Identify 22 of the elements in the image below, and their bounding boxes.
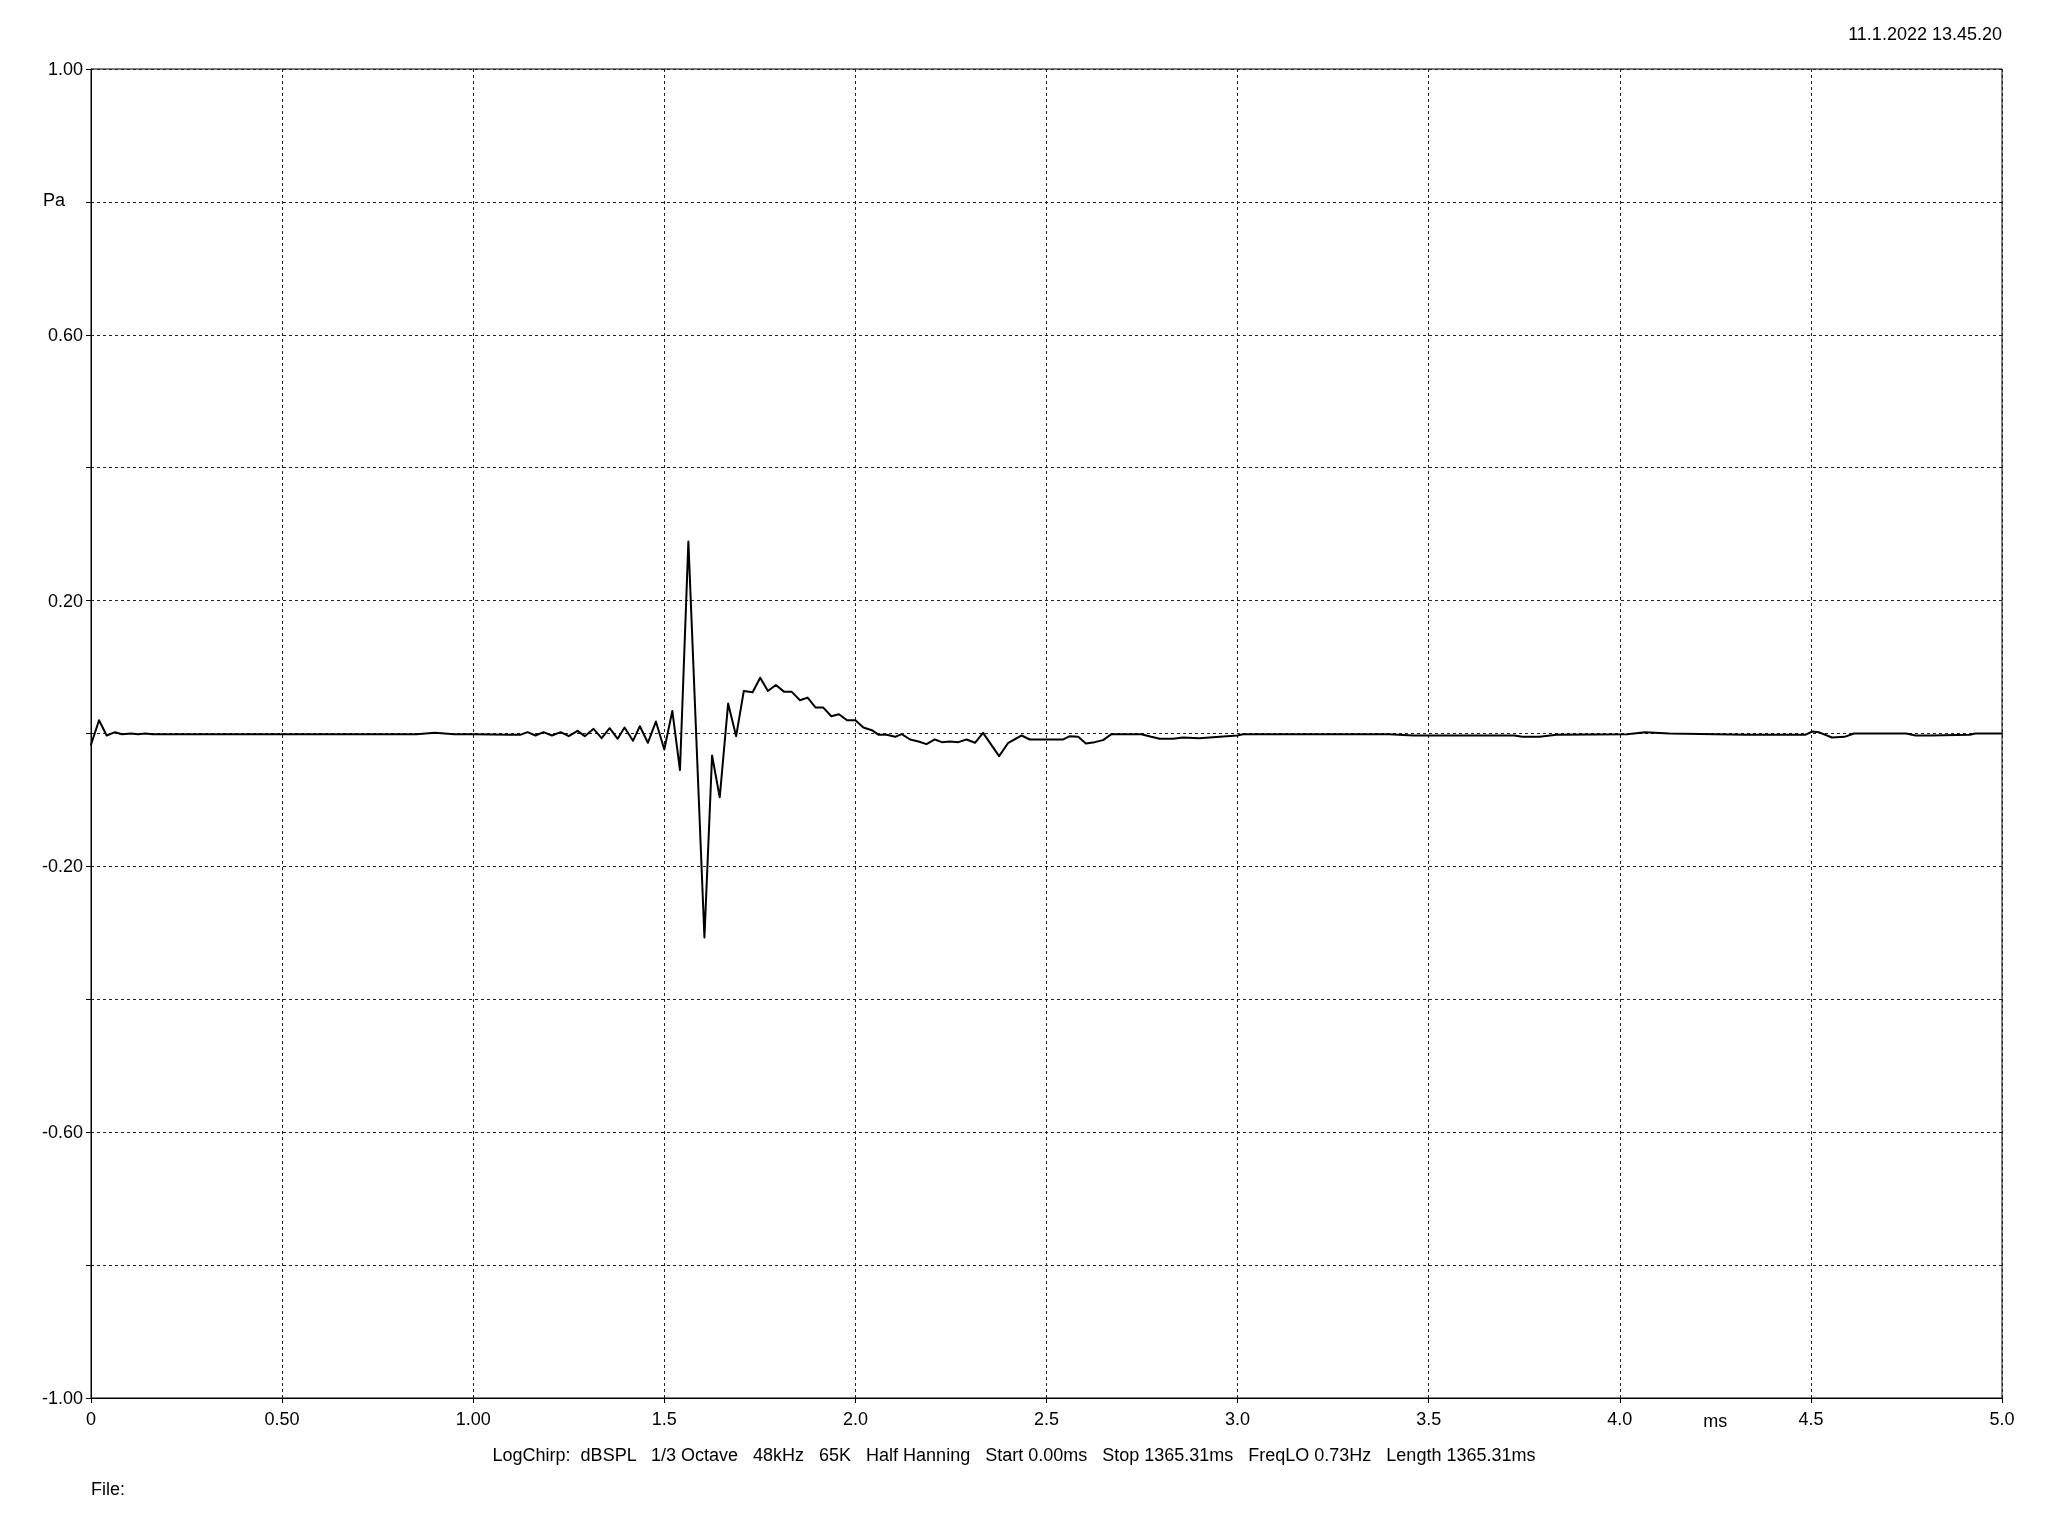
x-tick-label: 4.5 xyxy=(1798,1409,1824,1429)
y-tick-label: -0.60 xyxy=(41,1122,83,1143)
y-tick-label: 1.00 xyxy=(47,59,83,79)
x-tick-label: 3.0 xyxy=(1225,1409,1251,1429)
text: 11.1.2022 13.45.20 xyxy=(1848,24,2002,44)
y-tick-label: -0.20 xyxy=(41,856,83,877)
x-tick-label: 1.5 xyxy=(651,1409,677,1429)
x-tick-label: 5.0 xyxy=(1989,1409,2015,1429)
y-tick-label: 0.60 xyxy=(47,324,83,345)
x-tick-label: 0 xyxy=(85,1409,97,1429)
x-axis-title: ms xyxy=(1703,1411,1728,1431)
x-tick-label: 1.00 xyxy=(455,1409,491,1429)
x-tick-label: 3.5 xyxy=(1416,1409,1442,1429)
x-tick-label: 4.0 xyxy=(1607,1409,1633,1429)
y-axis-title: Pa xyxy=(43,189,67,210)
y-tick-label: 0.20 xyxy=(47,590,83,611)
x-tick-label: 0.50 xyxy=(264,1409,300,1429)
text: File: xyxy=(91,1479,126,1499)
x-tick-label: 2.5 xyxy=(1033,1409,1060,1429)
text: LogChirp: dBSPL 1/3 Octave 48kHz 65K Half Hanning Start 0.00ms Stop 1365.31ms FreqLO 0.73Hz Length 1365.31ms xyxy=(492,1445,1536,1465)
y-tick-label: -1.00 xyxy=(41,1388,83,1408)
x-tick-label: 2.0 xyxy=(842,1409,868,1429)
